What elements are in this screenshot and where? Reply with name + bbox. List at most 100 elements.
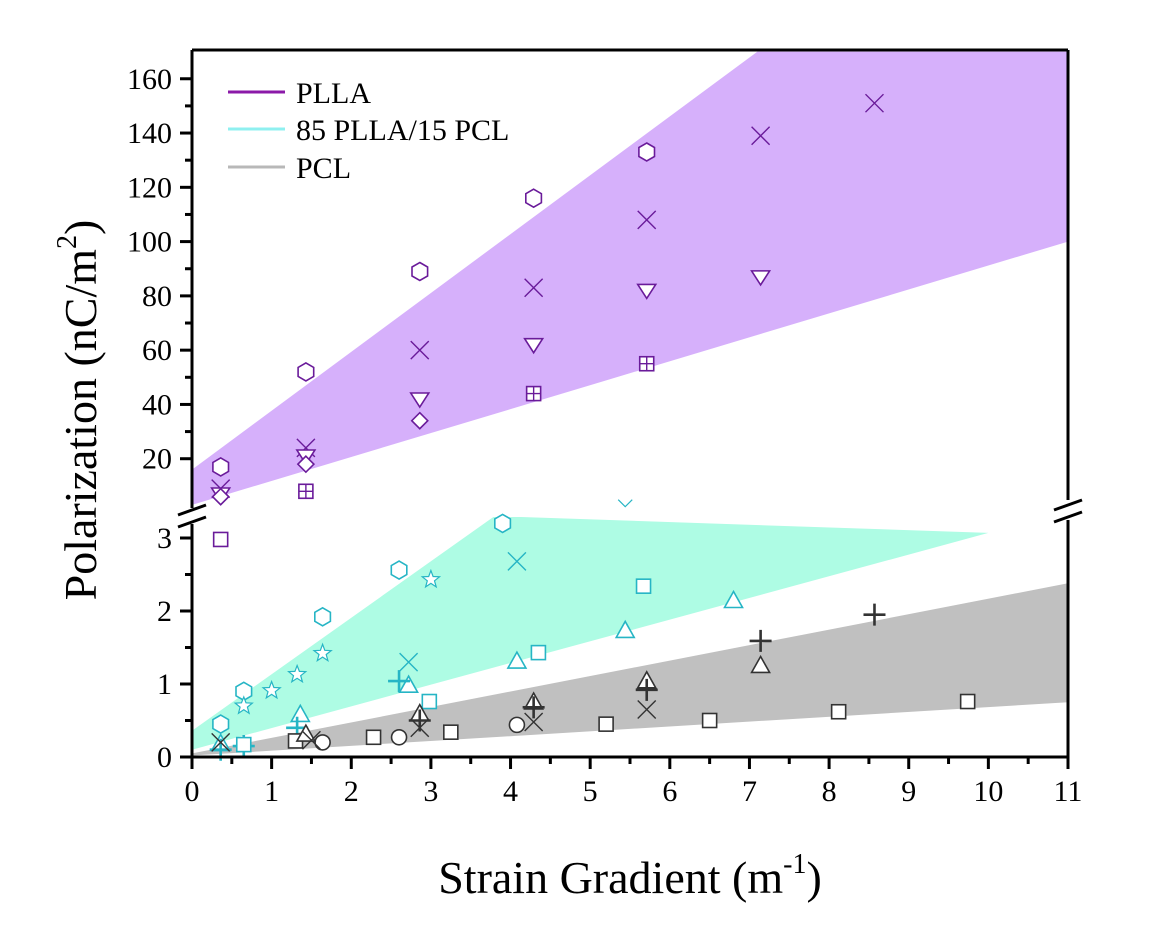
data-point [421,693,438,710]
y-tick-label: 60 [142,334,172,367]
data-point [524,278,544,298]
y-tick-label: 140 [127,117,172,150]
series-blend-star [233,568,442,715]
data-point [524,188,543,209]
y-tick-label: 160 [127,63,172,96]
data-point [289,703,311,723]
series-blend-hexagon [212,513,512,735]
data-point [313,606,332,627]
data-point [637,700,657,720]
data-point [635,678,658,701]
data-point [261,679,282,700]
axis-break-mark [177,503,207,517]
x-tick-label: 3 [423,775,438,808]
series-blend-chevron [617,499,633,508]
y-tick-label: 100 [127,226,172,259]
data-point [410,411,429,430]
data-point [723,589,744,609]
data-point [390,560,408,581]
data-point [750,270,772,287]
data-point [749,629,772,652]
y-tick-label: 40 [142,388,172,421]
x-axis-title-sup: -1 [783,849,806,880]
data-point [830,703,847,720]
y-axis-title-sup: 2 [52,235,83,249]
data-point [635,578,652,594]
data-point [212,714,230,735]
y-axis-title: Polarization (nC/m2) [52,220,106,601]
legend: PLLA 85 PLLA/15 PCL PCL [228,77,509,185]
data-point [211,487,230,506]
data-point [751,126,771,146]
data-point [750,654,771,674]
y-axis-title-main: Polarization (nC/m [55,249,106,601]
legend-item-pcl: PCL [228,152,351,185]
x-tick-label: 1 [264,775,279,808]
x-tick-label: 5 [583,775,598,808]
data-point [636,283,658,300]
data-point [614,619,636,639]
data-point [410,340,430,360]
legend-label-pcl: PCL [296,152,351,185]
data-point [287,663,308,684]
series-plla-hexagon [212,142,656,477]
axis-break-mark [1053,498,1083,512]
data-point [301,730,321,750]
data-point [312,642,333,662]
data-point [507,551,527,571]
data-point [443,724,459,740]
x-tick-label: 9 [901,775,916,808]
x-tick-label: 0 [185,775,200,808]
data-point [388,670,411,693]
y-tick-label: 80 [142,280,172,313]
data-point [530,644,547,661]
legend-label-blend: 85 PLLA/15 PCL [296,114,509,147]
series-pcl-plus [408,603,886,732]
data-point [390,728,408,746]
data-point [864,93,884,113]
series-pcl-circle [314,716,526,751]
y-tick-label: 120 [127,171,172,204]
legend-item-blend: 85 PLLA/15 PCL [228,114,509,147]
data-markers [209,93,976,761]
data-point [233,695,254,715]
x-axis-title: Strain Gradient (m-1) [438,849,822,903]
y-tick-label: 1 [157,668,172,701]
data-point [959,693,976,710]
data-point [508,716,526,734]
tick-labels: 0 1 2 3 4 5 6 7 8 9 10 11 0 1 2 3 20 40 60 80 100 120 140 160 [127,63,1082,808]
x-tick-label: 11 [1054,775,1083,808]
series-blend-square [235,578,652,753]
axis-break-mark [1053,510,1083,524]
data-point [212,531,229,548]
series-blend-cross [399,551,527,672]
series-plla-square-plus [298,355,655,500]
data-point [408,709,431,732]
data-point [598,716,614,732]
data-point [523,337,545,355]
axes [177,48,1083,769]
y-tick-label: 2 [157,595,172,628]
x-tick-label: 10 [973,775,1003,808]
y-tick-label: 3 [157,522,172,555]
data-point [409,392,431,409]
band-pcl [192,583,1068,756]
data-point [298,483,314,500]
data-point [506,650,528,669]
data-point [522,696,545,719]
data-point [398,674,419,693]
x-tick-label: 2 [344,775,359,808]
legend-item-plla: PLLA [228,77,371,110]
x-tick-label: 4 [503,775,518,808]
confidence-bands [192,51,1068,756]
data-point [212,456,230,477]
data-point [420,568,442,589]
data-point [314,734,331,751]
data-point [701,712,718,729]
y-axis-title-tail: ) [55,220,106,235]
data-point [638,142,656,162]
data-point [863,603,886,626]
series-pcl-square [287,693,976,749]
data-point [638,355,655,372]
